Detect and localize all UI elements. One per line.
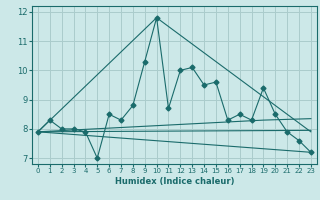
X-axis label: Humidex (Indice chaleur): Humidex (Indice chaleur) [115,177,234,186]
